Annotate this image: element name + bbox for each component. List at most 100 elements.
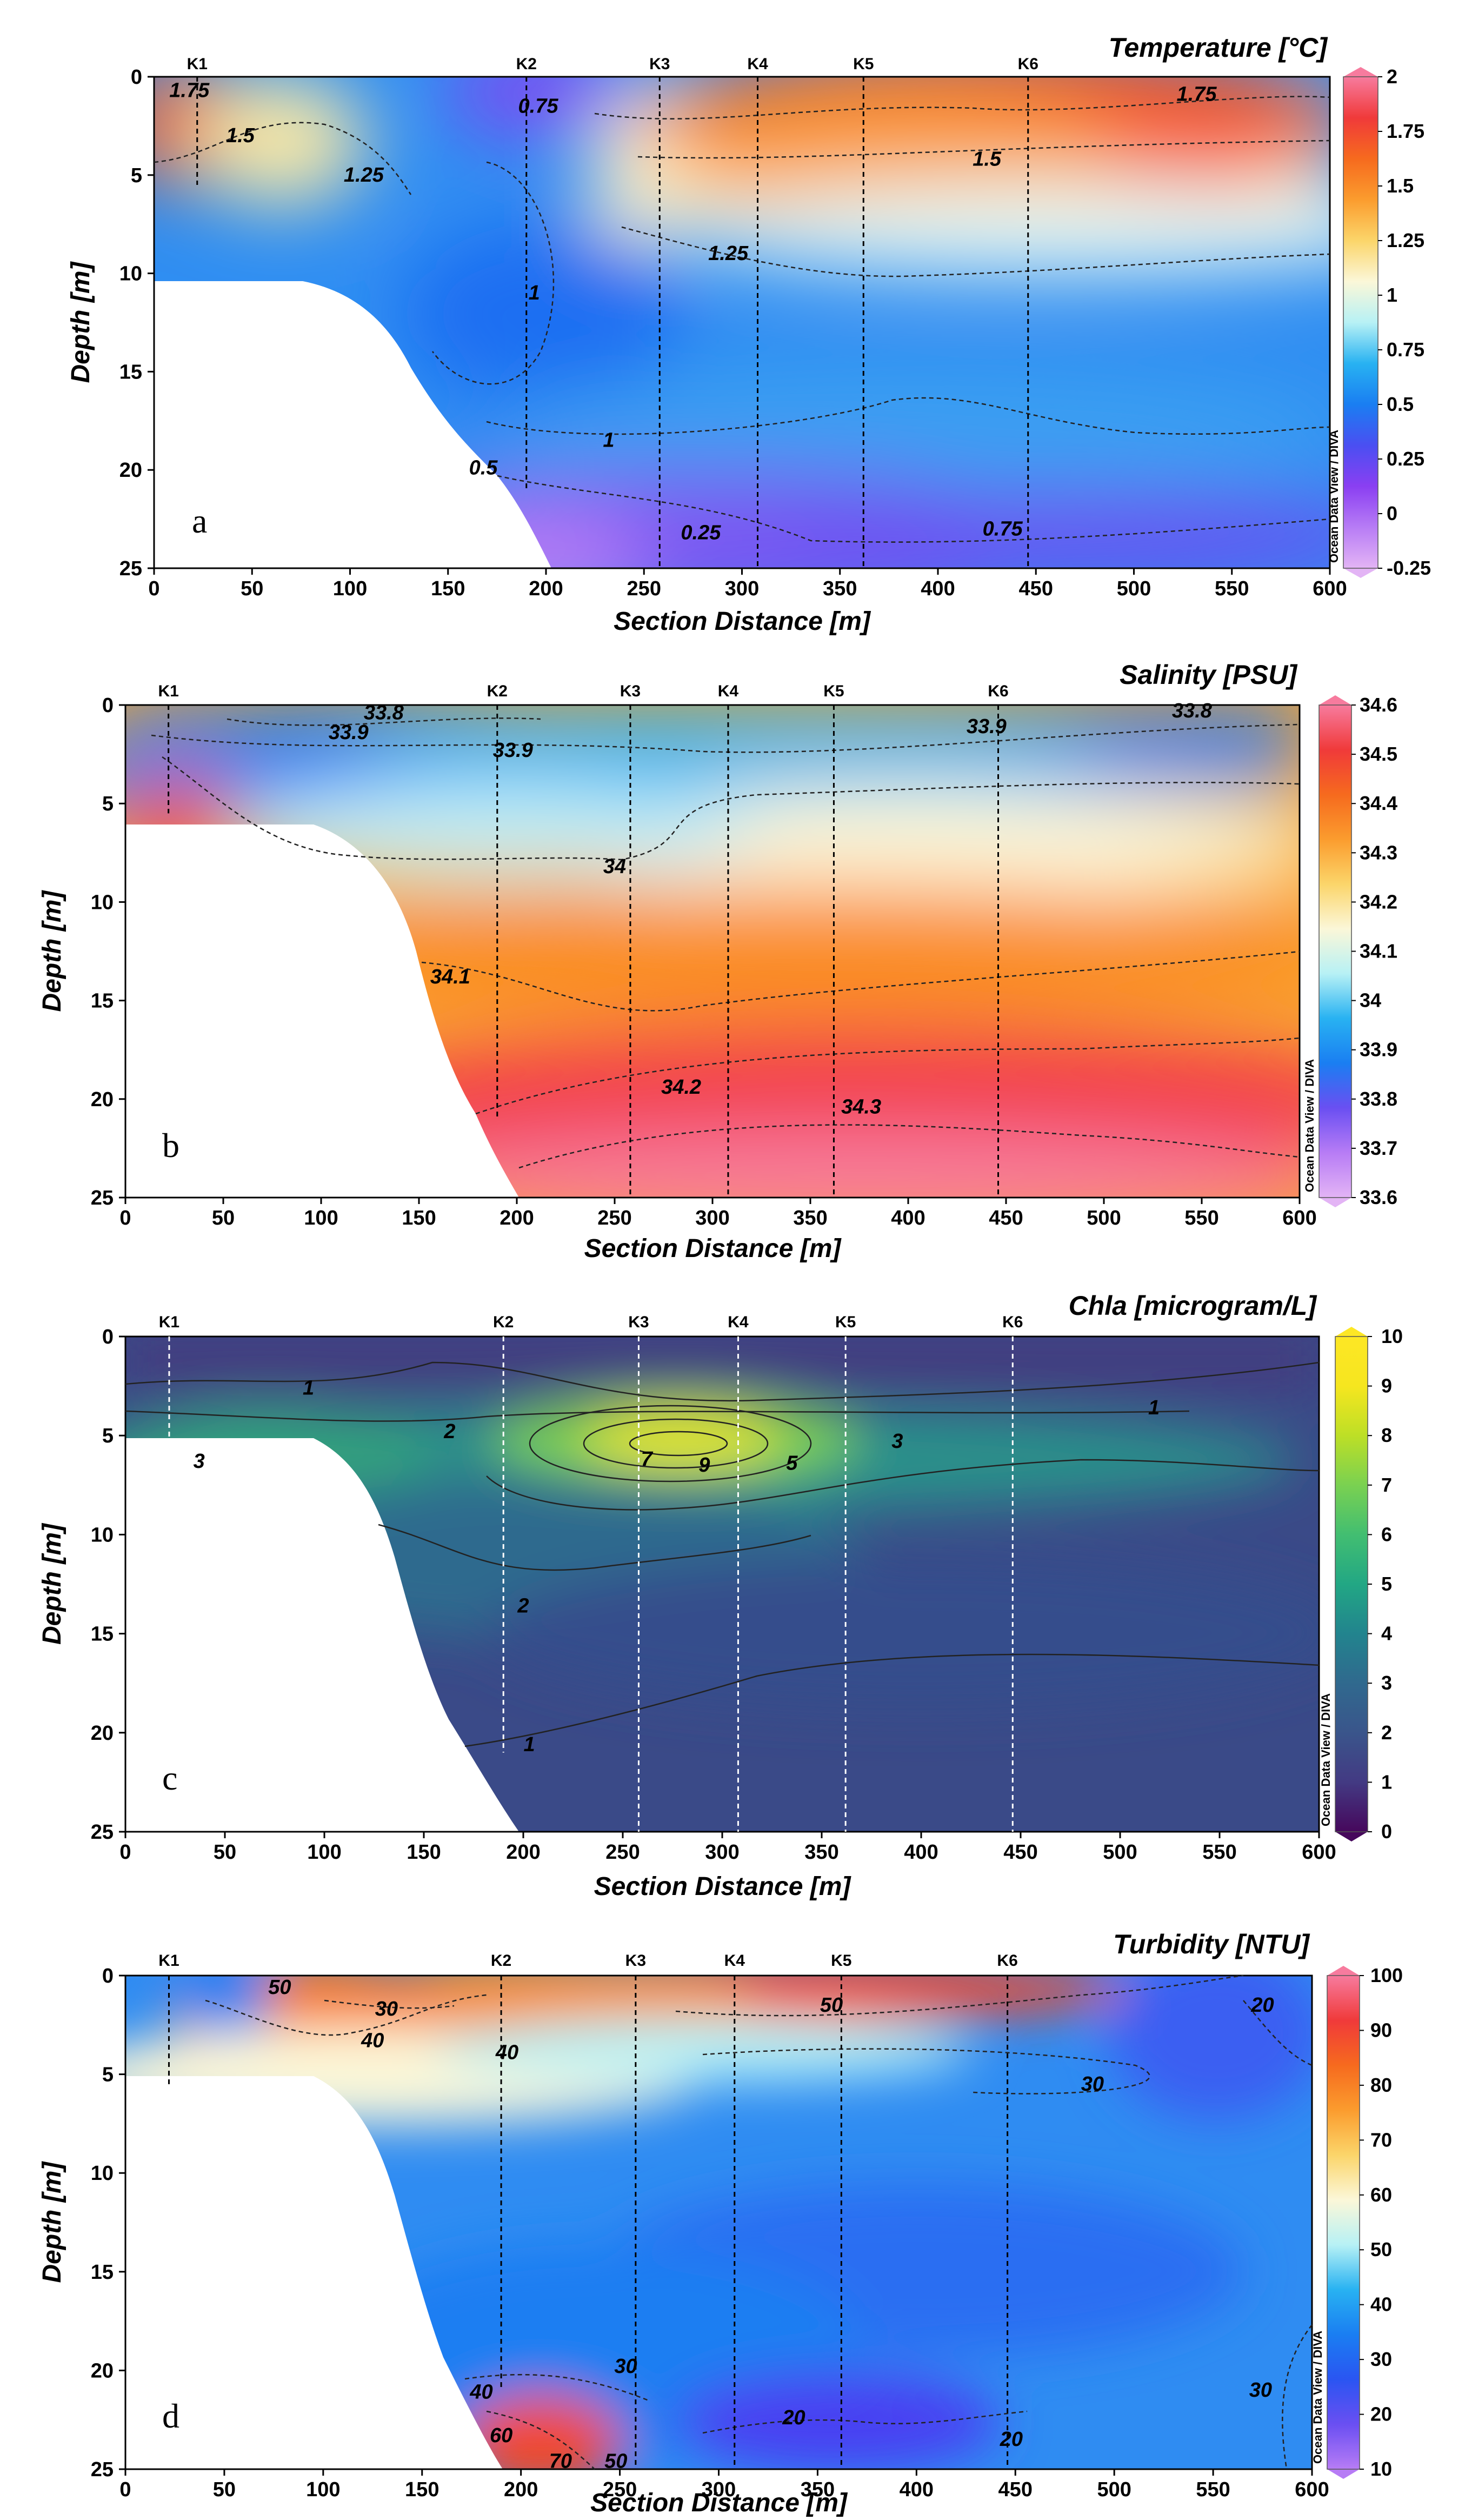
- odv-credit: Ocean Data View / DIVA: [1319, 1693, 1333, 1826]
- contour-label: 0.75: [983, 517, 1023, 540]
- colorbar-tick-label: 90: [1370, 2019, 1392, 2041]
- contour-label: 1.25: [708, 242, 749, 265]
- colorbar-tick-label: 80: [1370, 2074, 1392, 2096]
- colorbar-tick-label: 34.5: [1360, 743, 1397, 765]
- x-tick-label: 200: [529, 577, 563, 600]
- colorbar-tick-label: 60: [1370, 2184, 1392, 2206]
- x-tick-label: 0: [148, 577, 159, 600]
- y-tick-label: 15: [91, 990, 114, 1013]
- x-tick-label: 450: [989, 1207, 1023, 1229]
- panel-label: a: [192, 502, 207, 540]
- contour-label: 30: [1081, 2073, 1104, 2096]
- x-tick-label: 150: [402, 1207, 436, 1229]
- x-tick-label: 450: [1003, 1841, 1037, 1864]
- y-tick-label: 10: [91, 891, 114, 914]
- station-label: K2: [493, 1313, 514, 1331]
- colorbar-cap-bottom: [1335, 1832, 1368, 1841]
- station-label: K1: [158, 682, 178, 700]
- colorbar-tick-label: 0.25: [1387, 448, 1424, 470]
- colorbar-tick-label: 34.1: [1360, 940, 1397, 962]
- y-axis-label: Depth [m]: [66, 261, 95, 383]
- colorbar-tick-label: 10: [1370, 2458, 1392, 2480]
- colorbar-tick-label: 100: [1370, 1964, 1403, 1986]
- contour-label: 1.75: [1177, 83, 1217, 106]
- x-tick-label: 150: [431, 577, 465, 600]
- colorbar-frame: [1327, 1975, 1360, 2470]
- contour-label: 50: [604, 2450, 627, 2472]
- colorbar-tick-label: 1.5: [1387, 175, 1414, 197]
- chla-field: [125, 1337, 1319, 1832]
- colorbar-tick-label: 9: [1381, 1375, 1392, 1397]
- contour-label: 1.5: [226, 124, 255, 147]
- colorbar-tick-label: 0.5: [1387, 393, 1414, 415]
- x-tick-label: 450: [998, 2478, 1033, 2501]
- y-tick-label: 25: [91, 1821, 114, 1844]
- x-tick-label: 300: [695, 1207, 729, 1229]
- station-label: K6: [1018, 55, 1038, 73]
- y-tick-label: 25: [91, 1187, 114, 1209]
- colorbar-cap-top: [1343, 67, 1378, 77]
- contour-label: 33.9: [493, 739, 533, 762]
- station-label: K4: [747, 55, 768, 73]
- panel-turbidity: [124, 1974, 1313, 2470]
- x-tick-label: 100: [304, 1207, 338, 1229]
- x-tick-label: 550: [1196, 2478, 1230, 2501]
- colorbar-tick-label: 70: [1370, 2129, 1392, 2151]
- colorbar-tick-label: 34.6: [1360, 694, 1397, 716]
- colorbar-tick-label: 7: [1381, 1474, 1392, 1496]
- colorbar-tick-label: 33.7: [1360, 1137, 1397, 1159]
- x-tick-label: 200: [500, 1207, 534, 1229]
- x-axis-label: Section Distance [m]: [614, 607, 871, 636]
- panel-label: d: [162, 2397, 179, 2435]
- contour-label: 20: [1250, 1994, 1274, 2017]
- panel-temperature: [153, 76, 1331, 569]
- contour-label: 9: [698, 1454, 710, 1477]
- station-label: K1: [187, 55, 208, 73]
- contour-label: 1.75: [169, 79, 210, 102]
- colorbar-cap-top: [1327, 1966, 1360, 1976]
- colorbar-tick-label: 5: [1381, 1573, 1392, 1595]
- x-tick-label: 400: [921, 577, 955, 600]
- y-tick-label: 15: [91, 2261, 114, 2284]
- y-axis-label: Depth [m]: [38, 890, 66, 1012]
- contour-label: 30: [1249, 2379, 1272, 2402]
- contour-label: 34.2: [661, 1076, 701, 1099]
- contour-label: 3: [891, 1430, 903, 1453]
- contour-label: 1: [523, 1733, 535, 1756]
- colorbar: [1327, 1976, 1360, 2469]
- colorbar-tick-label: 10: [1381, 1325, 1403, 1347]
- panel-salinity: [124, 704, 1301, 1199]
- colorbar-tick-label: 33.6: [1360, 1186, 1397, 1208]
- x-tick-label: 50: [214, 1841, 236, 1864]
- contour-label: 0.75: [518, 95, 559, 118]
- turbidity-field: [125, 1976, 1312, 2469]
- station-label: K5: [835, 1313, 856, 1331]
- chla-contours: [125, 1361, 1320, 1747]
- y-tick-label: 0: [131, 66, 142, 89]
- y-tick-label: 10: [91, 2162, 114, 2185]
- x-tick-label: 400: [900, 2478, 934, 2501]
- contour-label: 1: [1148, 1397, 1160, 1419]
- x-tick-label: 250: [603, 2478, 637, 2501]
- colorbar-tick-label: 0.75: [1387, 338, 1424, 361]
- colorbar-tick-label: 6: [1381, 1523, 1392, 1545]
- colorbar-tick-label: 34: [1360, 989, 1381, 1012]
- colorbar-tick-label: 34.3: [1360, 841, 1397, 863]
- x-tick-label: 50: [212, 1207, 235, 1229]
- station-label: K6: [1002, 1313, 1023, 1331]
- contour-label: 1: [529, 282, 540, 304]
- station-label: K6: [997, 1952, 1017, 1970]
- y-tick-label: 15: [119, 361, 142, 383]
- x-tick-label: 50: [213, 2478, 236, 2501]
- station-label: K3: [628, 1313, 649, 1331]
- x-tick-label: 400: [904, 1841, 938, 1864]
- station-label: K4: [724, 1952, 745, 1970]
- chart-title: Chla [microgram/L]: [1069, 1291, 1318, 1321]
- x-tick-label: 250: [597, 1207, 631, 1229]
- contour-label: 34.3: [841, 1095, 881, 1118]
- colorbar-tick-label: 33.8: [1360, 1088, 1397, 1110]
- chart-title: Turbidity [NTU]: [1113, 1929, 1310, 1959]
- colorbar: [1343, 77, 1378, 568]
- colorbar-cap-bottom: [1327, 2469, 1360, 2479]
- x-tick-label: 500: [1117, 577, 1151, 600]
